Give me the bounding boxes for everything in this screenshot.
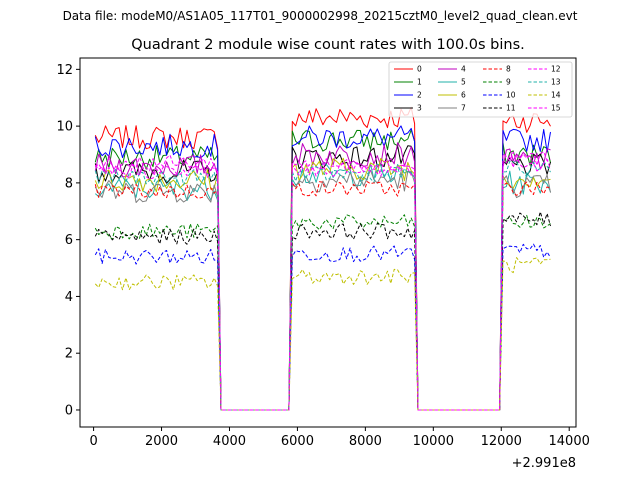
plot-frame <box>79 57 577 428</box>
legend-box <box>388 61 573 118</box>
legend-label-4: 4 <box>461 65 466 74</box>
legend-label-7: 7 <box>461 104 466 113</box>
legend-label-14: 14 <box>551 91 561 100</box>
x-tick-label: 10000 <box>413 434 454 449</box>
legend-label-5: 5 <box>461 78 466 87</box>
legend-label-0: 0 <box>417 65 422 74</box>
x-tick-label: 6000 <box>281 434 314 449</box>
legend-label-1: 1 <box>417 78 422 87</box>
series-line-12 <box>94 151 551 411</box>
series-layer <box>94 106 551 411</box>
x-tick-label: 14000 <box>549 434 590 449</box>
x-axis-offset-label: +2.991e8 <box>512 456 576 471</box>
legend-label-3: 3 <box>417 104 422 113</box>
x-tick-label: 8000 <box>349 434 382 449</box>
x-axis: 0 2000 4000 6000 8000 10000 12000 14000 <box>89 427 590 449</box>
x-tick-label: 0 <box>89 434 97 449</box>
legend-label-9: 9 <box>506 78 511 87</box>
y-tick-label: 8 <box>65 176 73 191</box>
y-tick-label: 0 <box>65 403 73 418</box>
x-tick-label: 2000 <box>145 434 178 449</box>
y-tick-label: 4 <box>65 290 73 305</box>
legend-label-6: 6 <box>461 91 466 100</box>
y-tick-label: 10 <box>56 120 73 135</box>
chart-title: Quadrant 2 module wise count rates with … <box>131 37 525 53</box>
legend-label-15: 15 <box>551 104 561 113</box>
legend-label-10: 10 <box>506 91 516 100</box>
legend-label-8: 8 <box>506 65 511 74</box>
legend-label-11: 11 <box>506 104 516 113</box>
y-axis: 0 2 4 6 8 10 12 <box>56 63 80 418</box>
legend-label-12: 12 <box>551 65 561 74</box>
x-tick-label: 4000 <box>213 434 246 449</box>
y-tick-label: 6 <box>65 233 73 248</box>
series-line-10 <box>94 243 551 411</box>
figure-suptitle: Data file: modeM0/AS1A05_117T01_90000029… <box>63 9 578 23</box>
series-line-14 <box>94 257 551 411</box>
y-tick-label: 12 <box>56 63 73 78</box>
x-tick-label: 12000 <box>481 434 522 449</box>
legend-label-2: 2 <box>417 91 422 100</box>
y-tick-label: 2 <box>65 347 73 362</box>
legend-label-13: 13 <box>551 78 561 87</box>
series-line-15 <box>94 154 551 411</box>
